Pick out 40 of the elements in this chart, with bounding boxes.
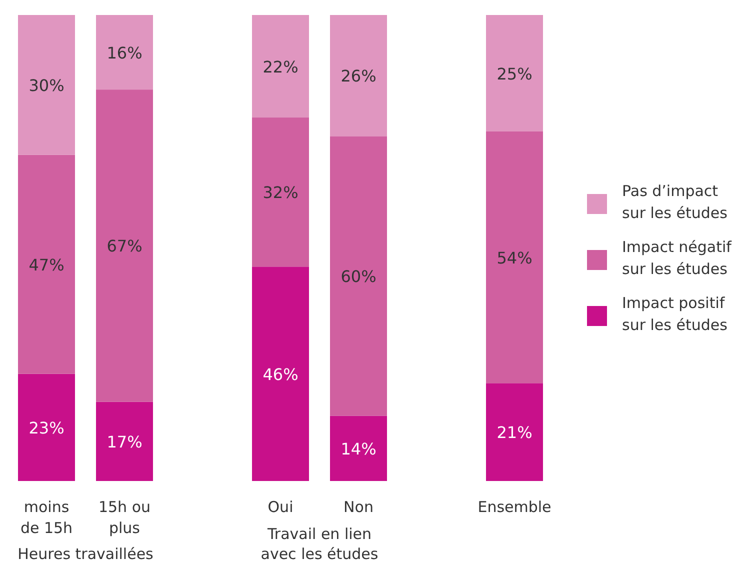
- data-label: 26%: [340, 66, 376, 86]
- data-label: 22%: [262, 57, 298, 76]
- bar: [330, 15, 387, 136]
- legend-label: Impact négatif sur les études: [622, 238, 732, 278]
- bar: [96, 15, 153, 90]
- bar: [252, 15, 309, 118]
- x-tick-label: moins de 15h: [20, 498, 73, 537]
- x-tick-label: Ensemble: [478, 498, 552, 516]
- data-label: 30%: [28, 76, 64, 95]
- text: Heures travaillées: [18, 545, 154, 563]
- data-label: 32%: [262, 183, 298, 202]
- bar: [18, 154, 75, 374]
- bar: [330, 136, 387, 416]
- bar: [96, 402, 153, 481]
- bar: [486, 15, 543, 132]
- data-label: 16%: [106, 43, 142, 62]
- legend-label: Impact positif sur les études: [622, 294, 728, 334]
- data-label: 67%: [106, 236, 142, 256]
- text: Travail en lien avec les études: [260, 525, 378, 563]
- data-label: 47%: [28, 255, 64, 274]
- x-tick-label: Non: [344, 498, 374, 516]
- bar: [252, 266, 309, 481]
- x-tick-label: 15h ou plus: [98, 498, 151, 537]
- bar: [486, 383, 543, 481]
- data-label: 17%: [106, 432, 142, 452]
- data-label: 60%: [340, 266, 376, 286]
- data-label: 23%: [28, 418, 64, 438]
- bar: [18, 15, 75, 155]
- legend-label: Pas d’impact sur les études: [622, 182, 728, 222]
- data-label: 21%: [496, 423, 532, 442]
- bar: [18, 374, 75, 481]
- bar: [96, 90, 153, 402]
- data-label: 25%: [496, 64, 532, 84]
- bar: [486, 132, 543, 384]
- bar: [252, 118, 309, 267]
- data-label: 46%: [262, 364, 298, 384]
- data-label: 54%: [496, 248, 532, 268]
- data-label: 14%: [340, 439, 376, 458]
- bar: [330, 416, 387, 481]
- x-tick-label: Oui: [268, 498, 294, 516]
